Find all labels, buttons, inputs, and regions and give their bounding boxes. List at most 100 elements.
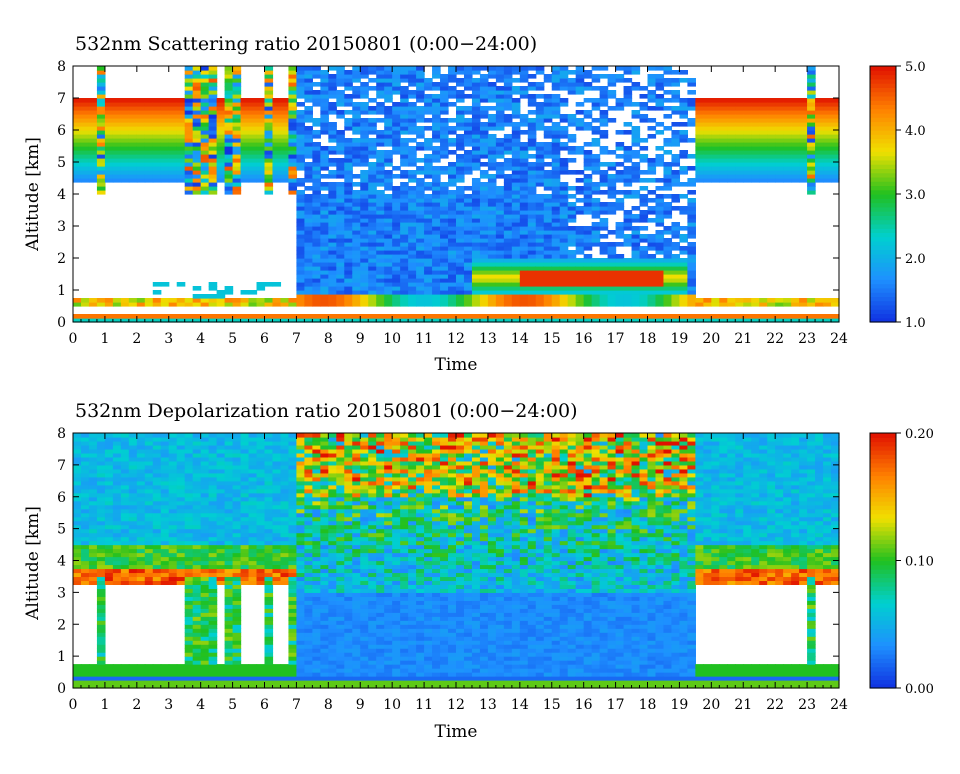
heatmap-cell — [185, 608, 194, 613]
heatmap-cell — [153, 110, 162, 115]
heatmap-cell — [312, 154, 321, 159]
heatmap-cell — [201, 640, 210, 645]
heatmap-cell — [81, 154, 90, 159]
heatmap-cell — [320, 202, 329, 207]
heatmap-cell — [89, 541, 98, 546]
heatmap-cell — [719, 174, 728, 179]
heatmap-cell — [169, 162, 178, 167]
heatmap-cell — [185, 624, 194, 629]
heatmap-cell — [153, 517, 162, 522]
heatmap-cell — [265, 66, 274, 71]
heatmap-cell — [560, 70, 569, 75]
heatmap-cell — [616, 106, 625, 111]
heatmap-cell — [663, 302, 672, 307]
heatmap-cell — [584, 302, 593, 307]
heatmap-cell — [687, 282, 696, 287]
heatmap-cell — [113, 521, 122, 526]
heatmap-cell — [440, 202, 449, 207]
heatmap-cell — [512, 262, 521, 267]
heatmap-cell — [185, 118, 194, 123]
heatmap-cell — [145, 509, 154, 514]
heatmap-cell — [408, 158, 417, 163]
heatmap-cell — [552, 274, 561, 279]
heatmap-cell — [73, 170, 82, 175]
heatmap-cell — [177, 541, 186, 546]
heatmap-cell — [727, 150, 736, 155]
heatmap-cell — [312, 218, 321, 223]
heatmap-cell — [81, 302, 90, 307]
heatmap-cell — [735, 102, 744, 107]
heatmap-cell — [464, 70, 473, 75]
heatmap-cell — [73, 477, 82, 482]
heatmap-cell — [328, 190, 337, 195]
heatmap-cell — [137, 154, 146, 159]
heatmap-cell — [121, 517, 130, 522]
heatmap-cell — [97, 465, 106, 470]
heatmap-cell — [663, 254, 672, 259]
heatmap-cell — [328, 270, 337, 275]
heatmap-cell — [312, 170, 321, 175]
heatmap-cell — [544, 282, 553, 287]
heatmap-cell — [456, 254, 465, 259]
heatmap-cell — [831, 138, 840, 143]
heatmap-cell — [392, 70, 401, 75]
heatmap-cell — [328, 138, 337, 143]
heatmap-cell — [304, 290, 313, 295]
heatmap-cell — [783, 106, 792, 111]
heatmap-cell — [727, 122, 736, 127]
heatmap-cell — [145, 521, 154, 526]
heatmap-cell — [520, 142, 529, 147]
heatmap-cell — [97, 549, 106, 554]
heatmap-cell — [655, 230, 664, 235]
heatmap-cell — [743, 178, 752, 183]
heatmap-cell — [600, 134, 609, 139]
heatmap-cell — [249, 174, 258, 179]
heatmap-cell — [520, 242, 529, 247]
heatmap-cell — [153, 557, 162, 562]
heatmap-cell — [679, 210, 688, 215]
heatmap-cell — [368, 262, 377, 267]
heatmap-cell — [121, 668, 130, 673]
heatmap-cell — [831, 174, 840, 179]
heatmap-cell — [169, 138, 178, 143]
heatmap-cell — [288, 138, 297, 143]
heatmap-cell — [113, 106, 122, 111]
heatmap-cell — [185, 561, 194, 566]
heatmap-cell — [767, 298, 776, 303]
heatmap-cell — [161, 576, 170, 581]
heatmap-cell — [464, 258, 473, 263]
heatmap-cell — [512, 206, 521, 211]
heatmap-cell — [169, 178, 178, 183]
heatmap-cell — [679, 270, 688, 275]
heatmap-cell — [257, 142, 266, 147]
heatmap-cell — [304, 274, 313, 279]
heatmap-cell — [129, 150, 138, 155]
heatmap-cell — [624, 150, 633, 155]
heatmap-cell — [671, 162, 680, 167]
heatmap-cell — [185, 461, 194, 466]
heatmap-cell — [528, 286, 537, 291]
heatmap-cell — [416, 114, 425, 119]
heatmap-cell — [137, 672, 146, 677]
heatmap-cell — [815, 138, 824, 143]
heatmap-cell — [536, 230, 545, 235]
heatmap-cell — [304, 214, 313, 219]
heatmap-cell — [424, 286, 433, 291]
heatmap-cell — [185, 580, 194, 585]
heatmap-cell — [312, 190, 321, 195]
heatmap-cell — [249, 166, 258, 171]
heatmap-cell — [265, 110, 274, 115]
heatmap-cell — [185, 70, 194, 75]
heatmap-cell — [759, 146, 768, 151]
heatmap-cell — [257, 130, 266, 135]
heatmap-cell — [288, 170, 297, 175]
heatmap-cell — [129, 489, 138, 494]
heatmap-cell — [241, 298, 250, 303]
heatmap-cell — [767, 314, 776, 319]
heatmap-cell — [233, 314, 242, 319]
heatmap-cell — [544, 206, 553, 211]
heatmap-cell — [209, 106, 218, 111]
heatmap-cell — [129, 433, 138, 438]
heatmap-cell — [368, 290, 377, 295]
